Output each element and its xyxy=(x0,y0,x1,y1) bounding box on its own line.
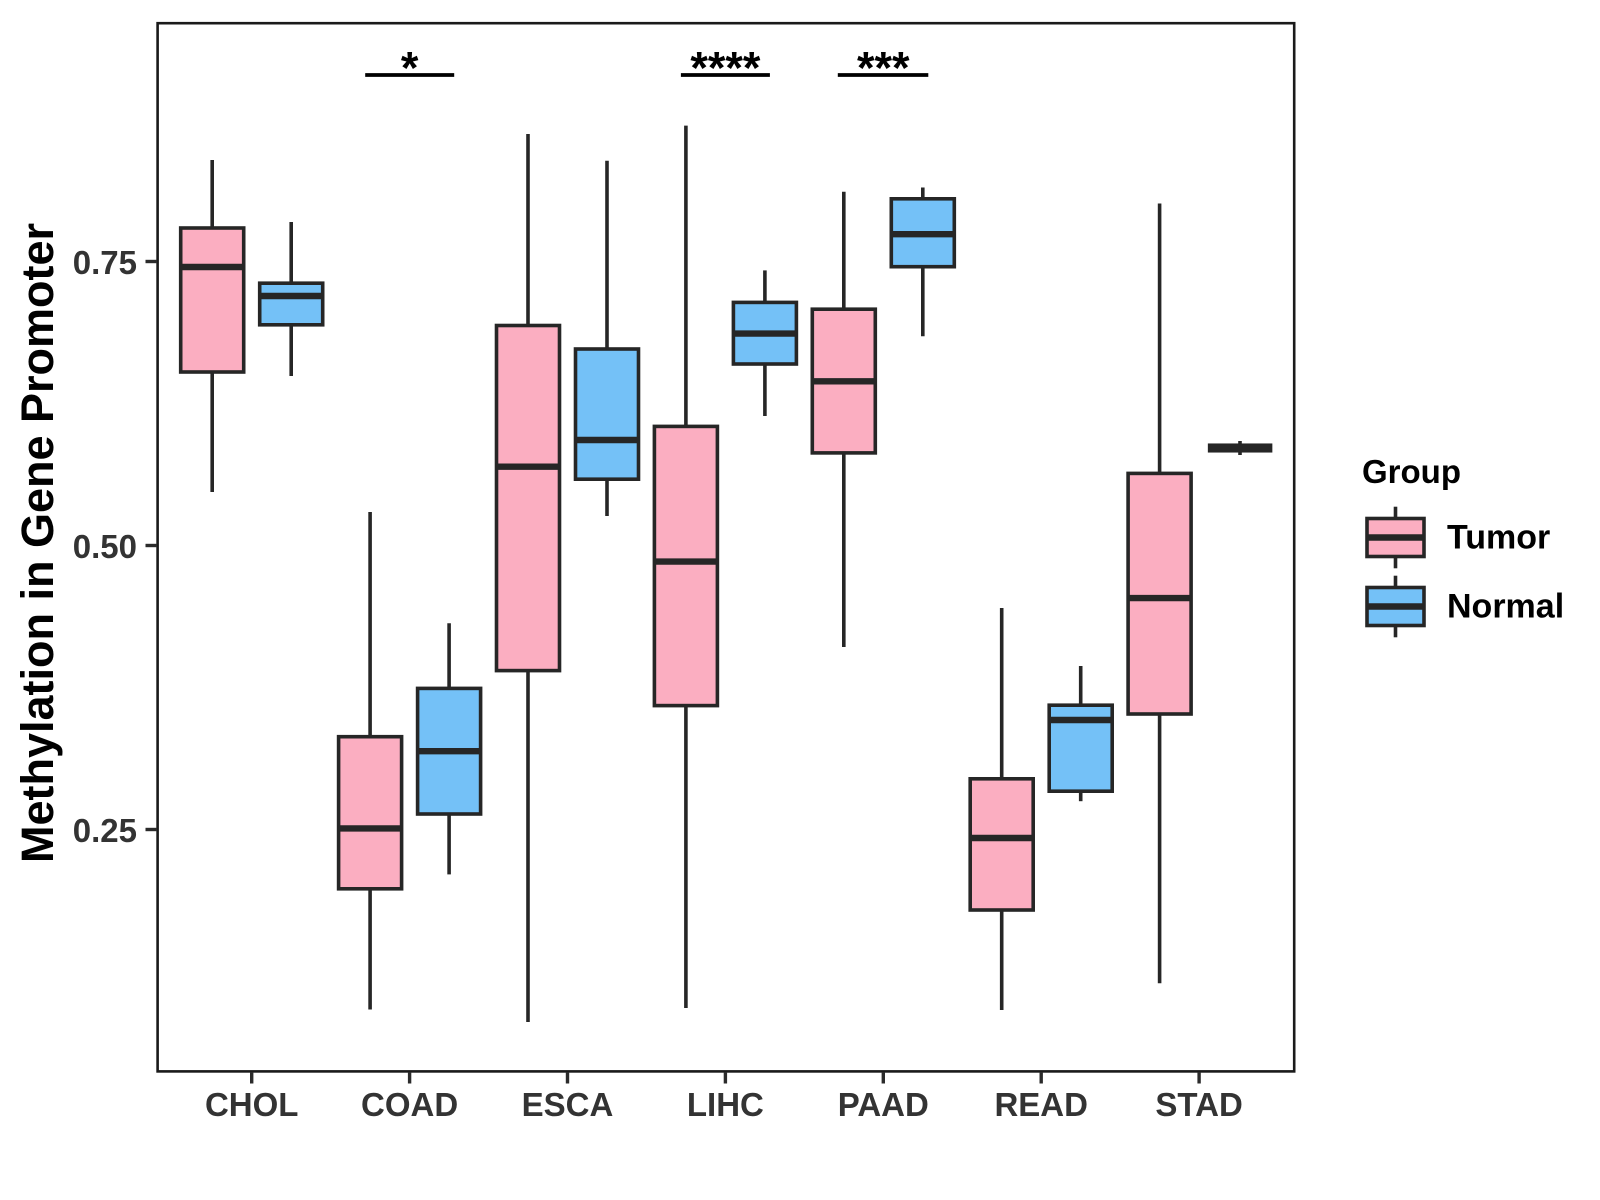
svg-text:0.50: 0.50 xyxy=(73,528,137,565)
svg-text:0.25: 0.25 xyxy=(73,812,137,849)
svg-text:LIHC: LIHC xyxy=(687,1086,764,1123)
svg-text:0.75: 0.75 xyxy=(73,244,137,281)
svg-text:Normal: Normal xyxy=(1447,588,1564,626)
svg-text:READ: READ xyxy=(994,1086,1088,1123)
svg-text:Tumor: Tumor xyxy=(1447,519,1550,557)
svg-text:Group: Group xyxy=(1362,453,1461,490)
svg-text:PAAD: PAAD xyxy=(838,1086,929,1123)
svg-text:COAD: COAD xyxy=(361,1086,458,1123)
svg-text:***: *** xyxy=(857,43,910,94)
svg-text:ESCA: ESCA xyxy=(522,1086,614,1123)
svg-text:CHOL: CHOL xyxy=(205,1086,299,1123)
svg-text:Methylation in Gene Promoter: Methylation in Gene Promoter xyxy=(12,223,63,863)
svg-text:*: * xyxy=(401,43,419,94)
svg-text:STAD: STAD xyxy=(1155,1086,1242,1123)
svg-text:****: **** xyxy=(690,43,761,94)
